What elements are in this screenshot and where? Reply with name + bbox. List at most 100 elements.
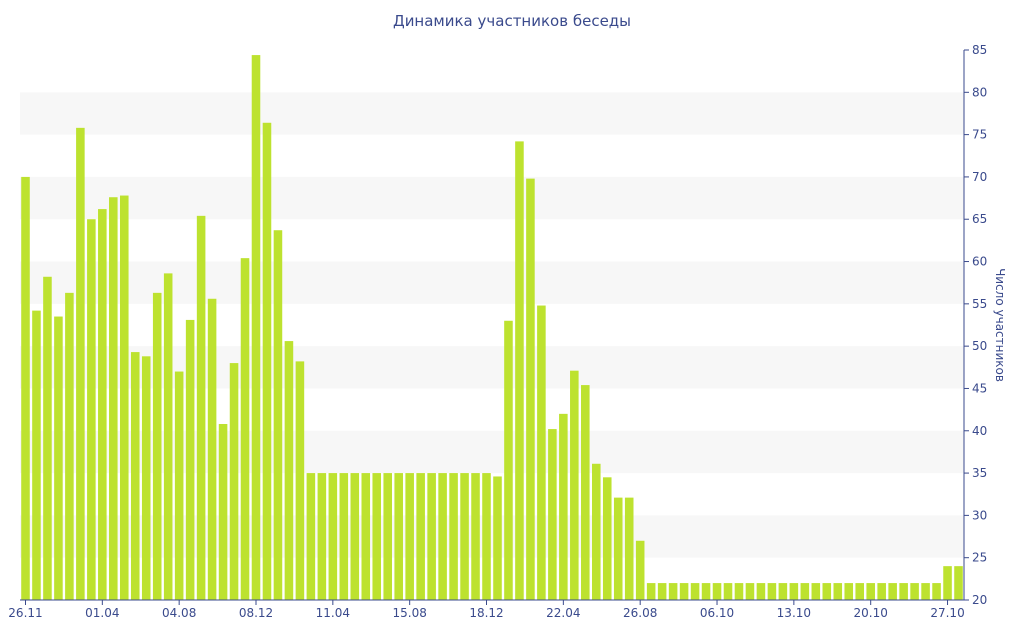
y-tick-label: 75	[972, 128, 987, 142]
bar	[98, 209, 107, 600]
bar	[745, 583, 755, 600]
bars-group	[21, 55, 963, 601]
grid-bands	[20, 92, 964, 558]
bar	[734, 583, 744, 600]
bar	[449, 473, 458, 600]
grid-band	[20, 261, 964, 304]
bar	[427, 473, 436, 600]
x-tick-label: 22.04	[546, 606, 580, 620]
bar	[613, 497, 623, 600]
bar	[471, 473, 480, 600]
x-tick-label: 20.10	[854, 606, 888, 620]
bar	[888, 583, 897, 600]
bar	[295, 361, 305, 600]
bar	[405, 473, 414, 600]
bar	[767, 583, 777, 600]
bar	[109, 197, 118, 601]
x-tick-label: 06.10	[700, 606, 734, 620]
y-tick-label: 25	[972, 551, 987, 565]
grid-band	[20, 176, 964, 220]
bar	[240, 258, 250, 600]
bar	[185, 319, 195, 600]
bar	[284, 341, 294, 600]
x-tick-label: 26.11	[8, 606, 42, 620]
y-tick-label: 50	[972, 339, 987, 353]
bar	[855, 583, 864, 600]
y-tick-label: 40	[972, 424, 987, 438]
bar	[65, 292, 74, 600]
bar	[361, 473, 371, 600]
bar	[526, 178, 535, 600]
y-tick-label: 80	[972, 85, 987, 99]
bar	[592, 463, 601, 600]
y-tick-label: 65	[972, 212, 987, 226]
grid-band	[20, 430, 964, 474]
bar	[581, 385, 590, 600]
x-tick-label: 15.08	[392, 606, 426, 620]
x-tick-label: 27.10	[930, 606, 964, 620]
bar	[306, 473, 316, 600]
bar	[383, 473, 392, 600]
grid-band	[20, 515, 964, 558]
y-tick-label: 35	[972, 466, 987, 480]
y-tick-label: 30	[972, 508, 987, 522]
bar	[350, 473, 360, 600]
bar	[43, 276, 52, 600]
bar	[537, 305, 546, 600]
bar	[515, 141, 524, 600]
bar	[372, 473, 382, 600]
bar	[877, 583, 886, 600]
bar	[504, 320, 513, 600]
bar	[87, 219, 96, 601]
bar	[921, 583, 930, 600]
bar	[822, 583, 832, 600]
bar	[416, 473, 425, 600]
x-tick-label: 18.12	[469, 606, 503, 620]
bar	[570, 370, 579, 600]
bar	[54, 316, 63, 600]
bar	[910, 583, 919, 600]
bar	[811, 583, 821, 600]
bar	[954, 566, 963, 600]
bar	[866, 583, 875, 600]
chart-title: Динамика участников беседы	[392, 12, 632, 30]
bar	[690, 583, 700, 600]
bar	[207, 298, 217, 600]
bar	[668, 583, 678, 600]
y-tick-label: 60	[972, 255, 987, 269]
x-ticks: 26.11 01.04 04.08 08.12 11.04 15.08 18.12 22.04…	[8, 600, 965, 620]
bar	[932, 583, 941, 600]
bar	[679, 583, 689, 600]
x-tick-label: 11.04	[316, 606, 350, 620]
bar	[317, 473, 327, 600]
y-tick-label: 85	[972, 43, 987, 57]
bar	[438, 473, 447, 600]
bar	[196, 215, 206, 600]
bar	[394, 473, 403, 600]
bar	[559, 413, 568, 600]
bar	[833, 583, 843, 600]
x-tick-label: 26.08	[623, 606, 657, 620]
bar	[493, 476, 502, 600]
bar	[943, 566, 952, 600]
y-axis-label: Число участников	[993, 268, 1007, 382]
bar	[130, 352, 140, 600]
y-tick-label: 45	[972, 381, 987, 395]
x-tick-label: 08.12	[239, 606, 273, 620]
bar	[789, 583, 799, 600]
bar	[460, 473, 469, 600]
bar	[548, 429, 557, 600]
y-ticks: 20 25 30 35 40 45 50 55 60 65 70 75 80 85	[964, 43, 987, 607]
bar	[657, 583, 667, 600]
bar	[251, 55, 261, 600]
bar	[152, 292, 162, 600]
bar	[328, 473, 338, 600]
bar	[141, 356, 151, 600]
bar	[778, 583, 788, 600]
bar	[899, 583, 908, 600]
bar	[174, 371, 184, 600]
bar	[701, 583, 711, 600]
grid-band	[20, 346, 964, 389]
y-tick-label: 55	[972, 297, 987, 311]
